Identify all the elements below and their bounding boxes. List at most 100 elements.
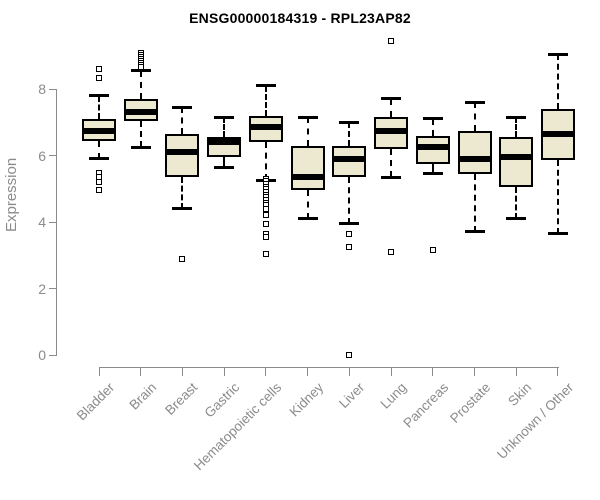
upper-whisker-cap-brain bbox=[130, 69, 151, 73]
box-kidney bbox=[290, 146, 325, 190]
category-label-prostate: Prostate bbox=[446, 379, 493, 426]
outlier-point-bladder bbox=[96, 75, 102, 82]
upper-whisker-cap-lung bbox=[381, 97, 402, 101]
outlier-point-liver bbox=[346, 243, 353, 250]
y-axis-tick-label: 4 bbox=[38, 214, 46, 230]
y-axis-tick bbox=[49, 288, 57, 289]
outlier-point-liver bbox=[346, 230, 353, 237]
lower-whisker-brain bbox=[139, 120, 142, 148]
upper-whisker-brain bbox=[139, 70, 142, 99]
lower-whisker-cap-pancreas bbox=[422, 172, 443, 176]
category-label-bladder: Bladder bbox=[73, 379, 118, 424]
upper-whisker-lung bbox=[390, 98, 393, 118]
upper-whisker-hematopoietic-cells bbox=[264, 85, 267, 116]
outlier-point-hematopoietic-cells bbox=[262, 220, 269, 227]
x-axis-tick bbox=[432, 367, 434, 376]
x-axis-tick bbox=[348, 367, 350, 376]
median-line-gastric bbox=[207, 139, 242, 146]
lower-whisker-cap-lung bbox=[381, 175, 402, 179]
category-label-kidney: Kidney bbox=[286, 379, 326, 420]
outlier-point-bladder bbox=[96, 187, 102, 194]
outlier-point-hematopoietic-cells bbox=[262, 205, 269, 212]
outlier-point-hematopoietic-cells bbox=[262, 250, 269, 257]
x-axis-tick bbox=[223, 367, 225, 376]
upper-whisker-unknown-other bbox=[556, 54, 559, 109]
outlier-point-lung bbox=[388, 248, 395, 255]
upper-whisker-prostate bbox=[473, 102, 476, 131]
x-axis-tick bbox=[265, 367, 267, 376]
outlier-point-pancreas bbox=[429, 247, 436, 254]
lower-whisker-lung bbox=[390, 148, 393, 178]
lower-whisker-gastric bbox=[223, 157, 226, 168]
category-label-liver: Liver bbox=[336, 379, 368, 412]
upper-whisker-cap-skin bbox=[506, 115, 527, 119]
outlier-point-breast bbox=[179, 255, 186, 262]
median-line-bladder bbox=[82, 127, 116, 134]
y-axis-line bbox=[56, 89, 57, 356]
outlier-point-lung bbox=[388, 37, 395, 44]
y-axis-tick-label: 6 bbox=[38, 147, 46, 164]
median-line-hematopoietic-cells bbox=[248, 124, 283, 131]
lower-whisker-cap-kidney bbox=[297, 217, 318, 221]
lower-whisker-liver bbox=[348, 177, 351, 224]
x-axis-tick bbox=[181, 367, 183, 376]
upper-whisker-cap-pancreas bbox=[422, 117, 443, 121]
category-label-skin: Skin bbox=[505, 379, 535, 409]
lower-whisker-breast bbox=[181, 177, 184, 209]
lower-whisker-cap-bladder bbox=[89, 157, 109, 161]
category-label-pancreas: Pancreas bbox=[400, 379, 452, 431]
upper-whisker-breast bbox=[181, 107, 184, 134]
box-prostate bbox=[457, 130, 492, 174]
lower-whisker-hematopoietic-cells bbox=[264, 142, 267, 181]
upper-whisker-bladder bbox=[98, 95, 100, 119]
category-label-lung: Lung bbox=[377, 379, 410, 412]
x-axis-line bbox=[99, 367, 559, 368]
lower-whisker-skin bbox=[515, 187, 518, 219]
upper-whisker-cap-liver bbox=[339, 120, 360, 124]
y-axis-tick bbox=[49, 354, 57, 356]
y-axis-tick-label: 8 bbox=[38, 81, 46, 97]
box-skin bbox=[499, 137, 534, 188]
lower-whisker-cap-breast bbox=[172, 207, 193, 211]
lower-whisker-cap-gastric bbox=[214, 165, 235, 169]
y-axis-tick bbox=[49, 155, 57, 156]
x-axis-tick bbox=[474, 367, 476, 376]
lower-whisker-cap-brain bbox=[130, 145, 151, 149]
upper-whisker-cap-hematopoietic-cells bbox=[255, 84, 276, 88]
x-axis-tick bbox=[557, 367, 559, 376]
median-line-breast bbox=[165, 149, 200, 156]
x-axis-tick bbox=[98, 367, 100, 376]
outlier-point-bladder bbox=[96, 66, 102, 73]
median-line-liver bbox=[332, 155, 367, 162]
lower-whisker-pancreas bbox=[431, 163, 434, 174]
upper-whisker-pancreas bbox=[431, 118, 434, 136]
chart-title: ENSG00000184319 - RPL23AP82 bbox=[189, 10, 411, 26]
lower-whisker-unknown-other bbox=[556, 160, 559, 234]
lower-whisker-cap-skin bbox=[506, 217, 527, 221]
upper-whisker-gastric bbox=[223, 117, 226, 138]
lower-whisker-cap-liver bbox=[339, 222, 360, 226]
category-label-brain: Brain bbox=[126, 379, 160, 413]
upper-whisker-cap-unknown-other bbox=[547, 52, 568, 56]
lower-whisker-bladder bbox=[98, 140, 100, 159]
outlier-point-hematopoietic-cells bbox=[262, 212, 269, 219]
upper-whisker-cap-prostate bbox=[464, 100, 485, 104]
outlier-point-bladder bbox=[96, 179, 102, 186]
outlier-point-liver bbox=[346, 352, 353, 358]
median-line-pancreas bbox=[415, 144, 450, 151]
lower-whisker-prostate bbox=[473, 173, 476, 232]
median-line-kidney bbox=[290, 174, 325, 181]
x-axis-tick bbox=[307, 367, 309, 376]
median-line-skin bbox=[499, 154, 534, 161]
median-line-brain bbox=[123, 108, 158, 115]
median-line-lung bbox=[374, 127, 409, 134]
lower-whisker-kidney bbox=[306, 189, 309, 219]
upper-whisker-cap-gastric bbox=[214, 115, 235, 119]
upper-whisker-skin bbox=[515, 117, 518, 138]
upper-whisker-cap-bladder bbox=[89, 94, 109, 98]
upper-whisker-liver bbox=[348, 122, 351, 146]
x-axis-tick bbox=[515, 367, 517, 376]
median-line-prostate bbox=[457, 155, 492, 162]
box-breast bbox=[165, 133, 200, 178]
